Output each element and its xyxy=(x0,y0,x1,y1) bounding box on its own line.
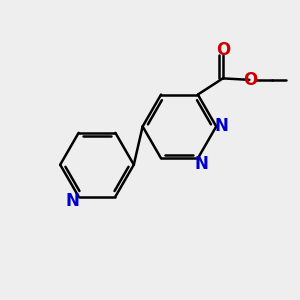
Text: O: O xyxy=(216,40,230,58)
Text: N: N xyxy=(214,117,229,135)
Text: O: O xyxy=(243,71,257,89)
Text: N: N xyxy=(194,155,208,173)
Text: N: N xyxy=(66,192,80,210)
